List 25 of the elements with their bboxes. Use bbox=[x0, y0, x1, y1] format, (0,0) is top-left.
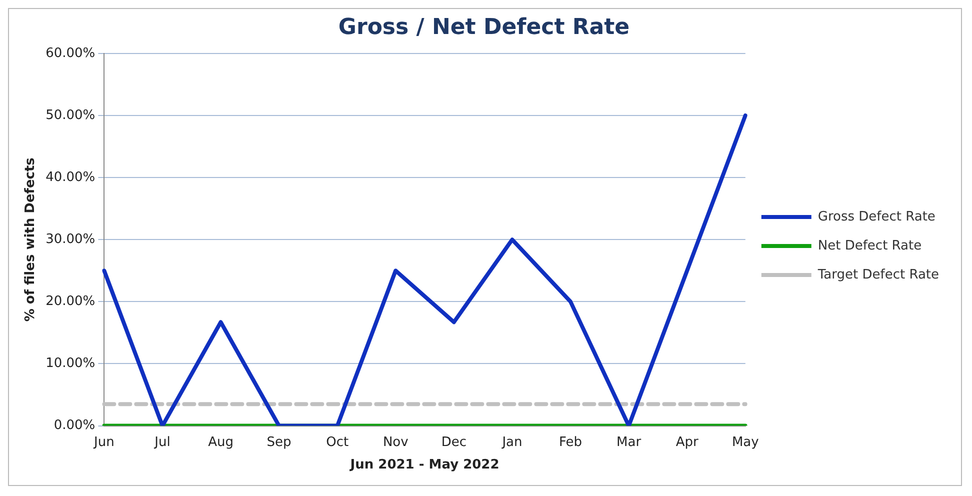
y-axis-title: % of files with Defects bbox=[23, 157, 38, 322]
x-tick-label: Jun bbox=[93, 434, 114, 450]
x-tick-label: Apr bbox=[676, 434, 699, 450]
legend-label: Net Defect Rate bbox=[818, 238, 922, 254]
y-tick-label: 20.00% bbox=[46, 294, 96, 310]
x-tick-label: Oct bbox=[326, 434, 349, 450]
x-tick-label: Jul bbox=[154, 434, 170, 450]
legend-label: Gross Defect Rate bbox=[818, 209, 936, 224]
x-tick-label: Dec bbox=[441, 434, 466, 450]
y-tick-label: 50.00% bbox=[46, 108, 96, 123]
y-tick-label: 10.00% bbox=[46, 356, 96, 372]
y-tick-label: 40.00% bbox=[46, 170, 96, 185]
x-tick-label: Sep bbox=[266, 434, 292, 450]
x-tick-label: Mar bbox=[616, 434, 642, 450]
x-tick-label: Jan bbox=[501, 434, 522, 450]
chart-title: Gross / Net Defect Rate bbox=[338, 14, 630, 40]
x-tick-label: Aug bbox=[208, 434, 234, 450]
y-tick-label: 60.00% bbox=[46, 46, 96, 61]
legend-label: Target Defect Rate bbox=[816, 267, 940, 282]
x-tick-label: May bbox=[732, 434, 760, 450]
x-tick-label: Nov bbox=[382, 434, 409, 450]
x-tick-label: Feb bbox=[558, 434, 582, 450]
x-axis-title: Jun 2021 - May 2022 bbox=[349, 458, 500, 473]
y-tick-label: 30.00% bbox=[46, 232, 96, 247]
y-tick-label: 0.00% bbox=[54, 418, 96, 434]
